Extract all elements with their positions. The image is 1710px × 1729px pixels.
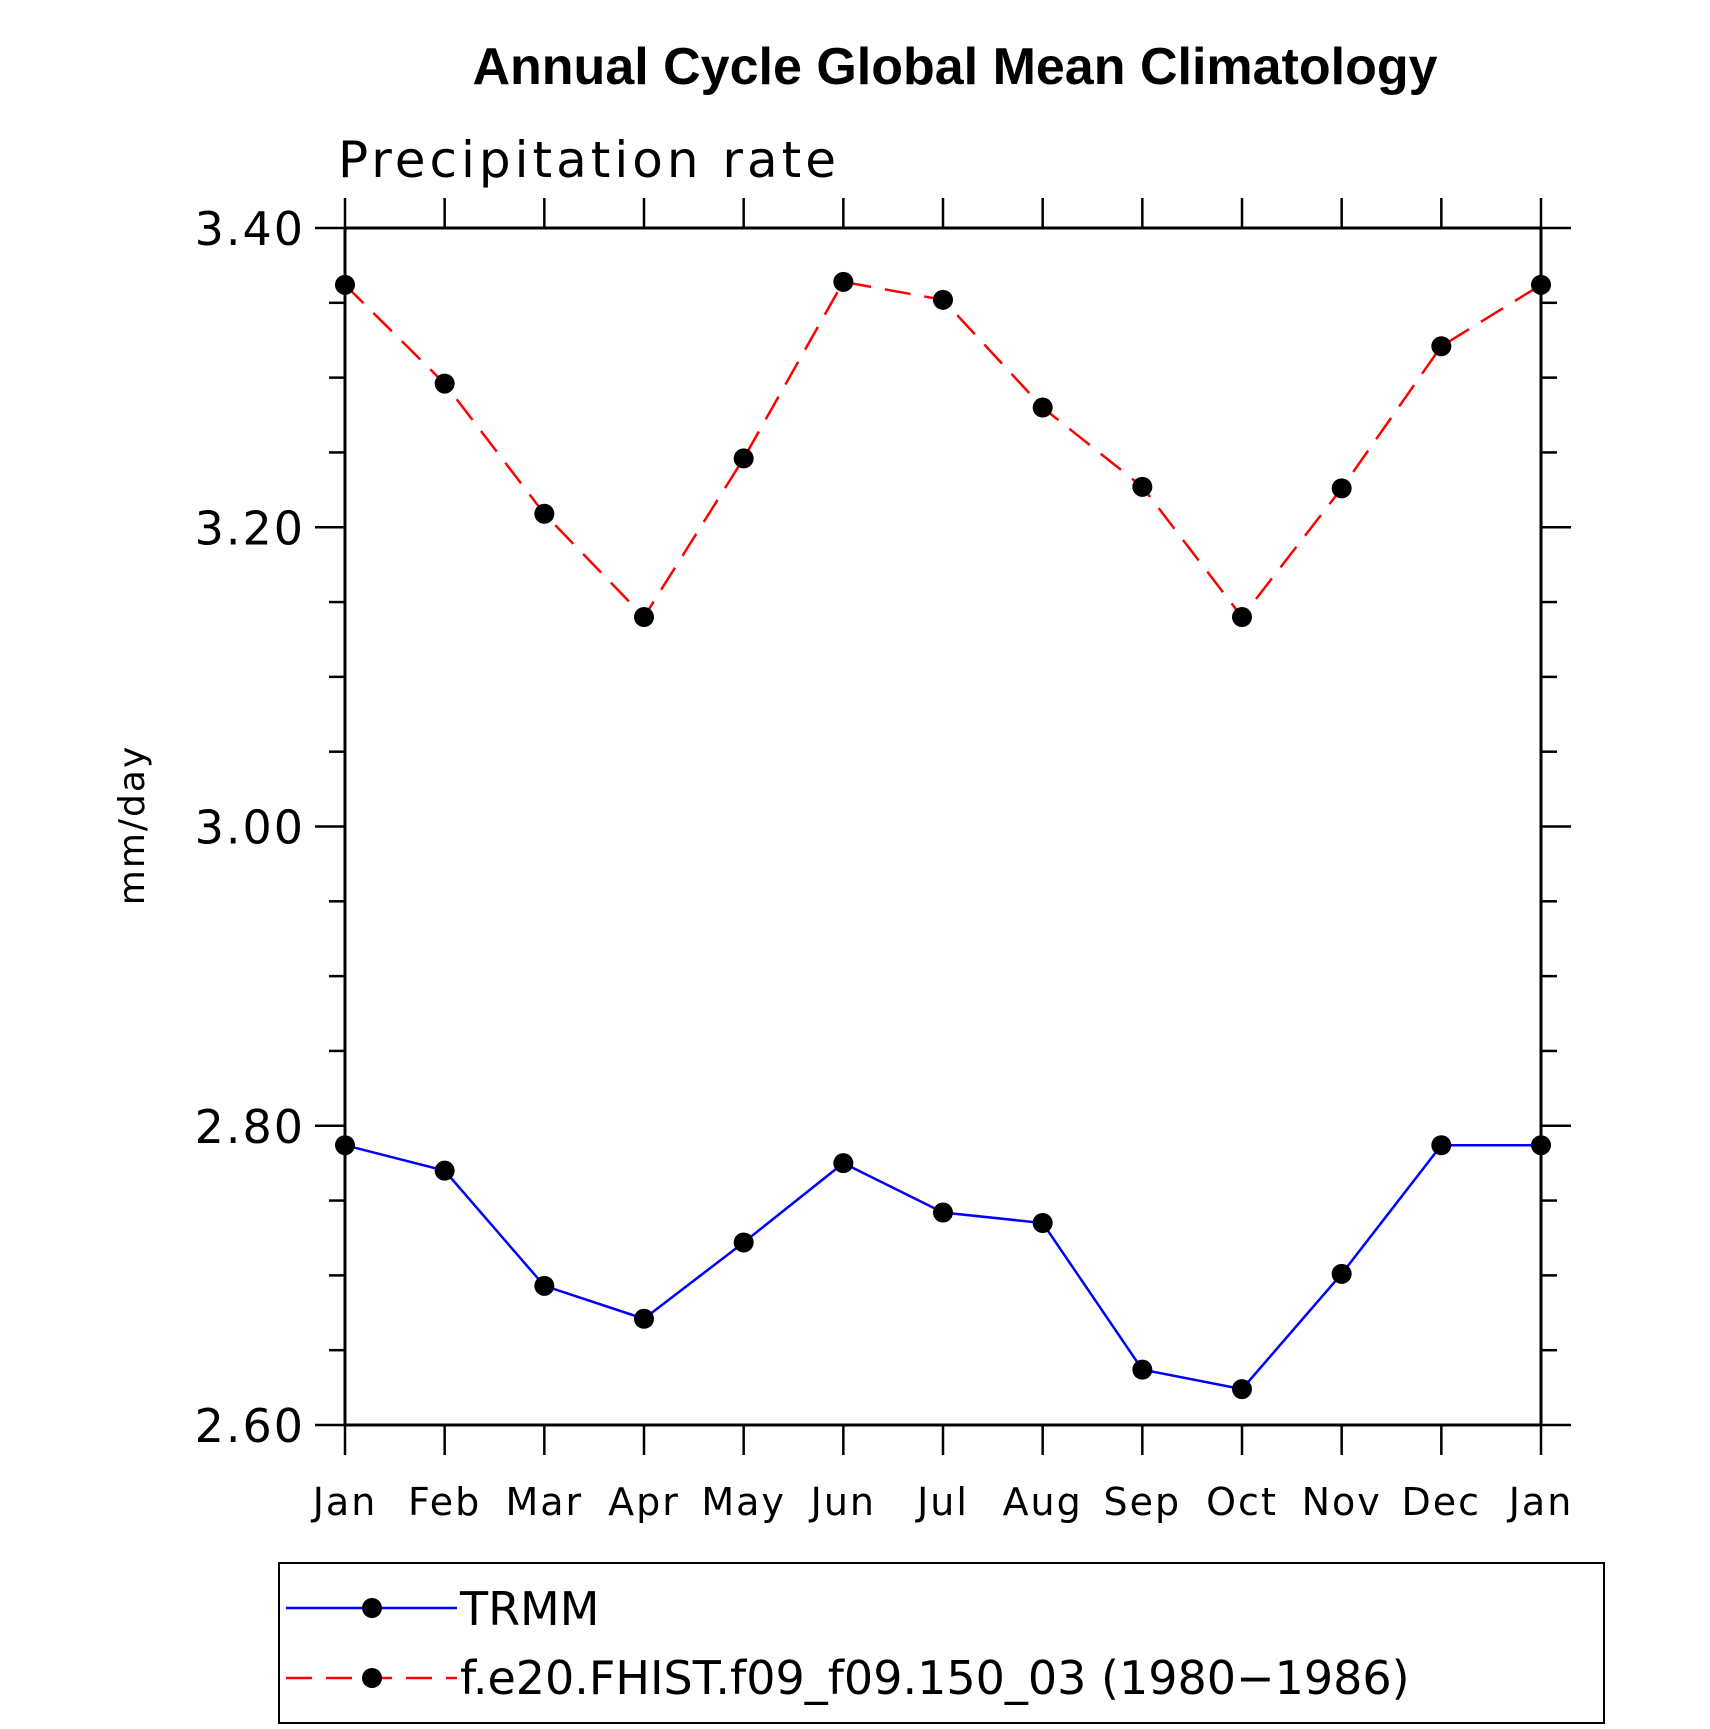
- data-point: [434, 1160, 455, 1181]
- series-1: [335, 271, 1551, 628]
- x-tick-label: May: [701, 1480, 786, 1524]
- y-tick-label: 2.80: [195, 1100, 305, 1154]
- legend-box: [278, 1562, 1605, 1724]
- y-tick-label: 3.40: [195, 202, 305, 256]
- axis-ticks: [315, 198, 1571, 1455]
- legend-label-model: f.e20.FHIST.f09_f09.150_03 (1980−1986): [460, 1651, 1410, 1705]
- data-point: [335, 274, 355, 295]
- chart-title: Annual Cycle Global Mean Climatology: [472, 38, 1437, 96]
- x-tick-label: Jan: [311, 1480, 378, 1524]
- data-point: [534, 1275, 555, 1296]
- x-tick-label: Nov: [1302, 1480, 1382, 1524]
- data-point: [1531, 274, 1551, 295]
- data-point: [833, 271, 854, 292]
- x-tick-label: Jul: [915, 1480, 969, 1524]
- series-line: [344, 280, 1542, 620]
- legend: TRMM f.e20.FHIST.f09_f09.150_03 (1980−19…: [278, 1562, 1605, 1724]
- data-point: [1032, 1213, 1053, 1234]
- y-axis-label: mm/day: [112, 745, 153, 905]
- y-tick-labels: 2.60 2.80 3.00 3.20 3.40: [195, 202, 305, 1453]
- y-tick-label: 3.20: [195, 501, 305, 555]
- data-point: [335, 1135, 355, 1156]
- plot-frame: [343, 226, 1543, 1427]
- data-point: [434, 373, 455, 394]
- y-tick-label: 2.60: [195, 1399, 305, 1453]
- x-tick-label: Feb: [408, 1480, 481, 1524]
- legend-marker-trmm: [362, 1598, 382, 1618]
- series-0: [335, 1135, 1551, 1400]
- x-tick-labels: Jan Feb Mar Apr May Jun Jul Aug Sep Oct Nov Dec Jan: [311, 1480, 1574, 1524]
- data-point: [634, 607, 654, 628]
- x-tick-label: Dec: [1402, 1480, 1482, 1524]
- data-point: [933, 1202, 953, 1223]
- data-point: [1132, 1359, 1153, 1380]
- data-point: [634, 1308, 654, 1329]
- data-point: [933, 289, 953, 310]
- x-tick-label: Jan: [1507, 1480, 1574, 1524]
- x-tick-label: Jun: [809, 1480, 876, 1524]
- data-point: [1331, 478, 1352, 499]
- data-point: [1032, 397, 1053, 418]
- chart-subtitle: Precipitation rate: [338, 131, 840, 189]
- data-point: [833, 1153, 854, 1174]
- x-tick-label: Sep: [1104, 1480, 1182, 1524]
- x-tick-label: Apr: [608, 1480, 680, 1524]
- y-tick-label: 3.00: [195, 801, 305, 855]
- data-point: [1431, 1135, 1452, 1156]
- data-point: [1431, 336, 1452, 357]
- data-point: [1232, 1379, 1252, 1400]
- data-point: [733, 1232, 754, 1253]
- x-tick-label: Aug: [1003, 1480, 1083, 1524]
- data-point: [733, 448, 754, 469]
- data-point: [1331, 1263, 1352, 1284]
- data-point: [534, 503, 555, 524]
- legend-marker-model: [362, 1668, 382, 1688]
- series-line: [344, 1143, 1541, 1391]
- x-tick-label: Oct: [1206, 1480, 1278, 1524]
- legend-label-trmm: TRMM: [459, 1582, 599, 1636]
- series-layer: [335, 271, 1551, 1400]
- data-point: [1232, 607, 1252, 628]
- x-tick-label: Mar: [505, 1480, 583, 1524]
- data-point: [1132, 476, 1153, 497]
- data-point: [1531, 1135, 1551, 1156]
